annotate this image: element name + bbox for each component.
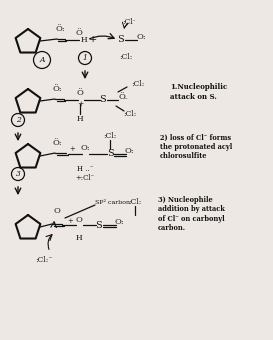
Text: O: O [54,207,60,215]
Text: 2: 2 [16,116,20,124]
Text: ·: · [132,16,134,24]
Text: O:: O: [124,147,134,155]
Text: :Cl:: :Cl: [119,53,133,61]
Text: H: H [81,36,87,44]
Text: :Cl:: :Cl: [128,198,142,206]
Text: S: S [96,221,102,230]
Text: :Cl:: :Cl: [103,132,117,140]
Text: O:: O: [136,33,146,41]
Text: Ö:: Ö: [55,25,65,33]
Text: ⁻: ⁻ [123,97,127,105]
Text: Ö:: Ö: [52,139,62,147]
Text: O: O [76,216,82,224]
Text: :Cl:: :Cl: [123,110,137,118]
Text: 1.Nucleophilic
attack on S.: 1.Nucleophilic attack on S. [170,83,227,101]
Text: Ö: Ö [76,29,82,37]
Text: 3) Nucleophile
addition by attack
of Cl⁻ on carbonyl
carbon.: 3) Nucleophile addition by attack of Cl⁻… [158,196,225,232]
Text: O:: O: [80,144,90,152]
Text: :Cl: :Cl [123,18,133,26]
Text: Ö: Ö [118,93,125,101]
Text: H ..⁻: H ..⁻ [77,165,93,173]
Text: :Cl:⁻: :Cl:⁻ [35,256,53,264]
Text: Ö: Ö [76,89,84,97]
Text: 3: 3 [16,170,20,178]
Text: +: + [69,145,75,153]
Text: S: S [100,96,106,104]
Text: S: S [107,150,113,158]
Text: H: H [76,234,82,242]
Text: 1: 1 [82,54,87,62]
Text: +:Cl⁻: +:Cl⁻ [75,174,95,182]
Text: S: S [118,35,124,45]
Text: Ö:: Ö: [52,85,62,93]
Text: A: A [39,56,45,64]
Text: 2) loss of Cl⁻ forms
the protonated acyl
chlorosulfite: 2) loss of Cl⁻ forms the protonated acyl… [160,134,232,160]
Text: H: H [77,115,83,123]
Text: :Cl:: :Cl: [131,80,145,88]
Text: +: + [67,217,73,225]
Text: +: + [89,35,97,45]
Text: +: + [77,100,83,108]
Text: O:: O: [114,218,124,226]
Text: SP² carbon: SP² carbon [95,200,130,204]
